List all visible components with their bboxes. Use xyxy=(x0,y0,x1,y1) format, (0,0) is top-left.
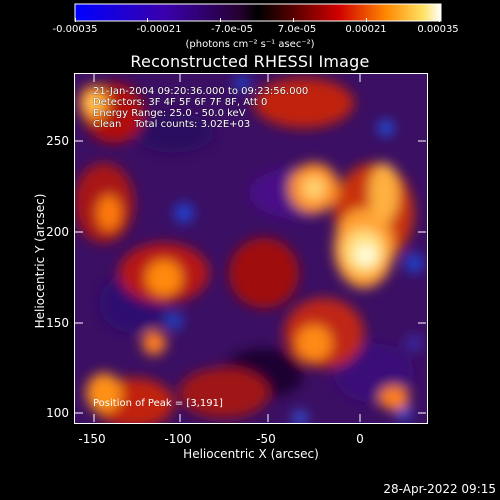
colorbar-tick-label: 7.0e-05 xyxy=(277,24,317,35)
x-tick-label: -100 xyxy=(164,432,192,446)
colorbar-tick-label: -0.00021 xyxy=(136,24,182,35)
plot-timestamp: 28-Apr-2022 09:15 xyxy=(383,482,496,496)
colorbar-units: (photons cm⁻² s⁻¹ asec⁻²) xyxy=(185,39,315,50)
image-title: Reconstructed RHESSI Image xyxy=(130,52,370,71)
x-tick-label: -50 xyxy=(256,432,276,446)
y-tick-label: 100 xyxy=(46,406,69,420)
info-energy-range: Energy Range: 25.0 - 50.0 keV xyxy=(93,108,246,119)
info-time-range: 21-Jan-2004 09:20:36.000 to 09:23:56.000 xyxy=(93,86,309,97)
x-axis-label: Heliocentric X (arcsec) xyxy=(183,447,319,461)
x-tick-label: -150 xyxy=(78,432,106,446)
x-tick-label: 0 xyxy=(356,432,364,446)
colorbar-tick xyxy=(220,18,221,22)
solar-image xyxy=(74,73,428,424)
y-axis-label: Heliocentric Y (arcsec) xyxy=(33,193,47,329)
colorbar-tick-label: -7.0e-05 xyxy=(211,24,253,35)
y-tick-label: 150 xyxy=(46,316,69,330)
colorbar-tick xyxy=(293,18,294,22)
peak-position: Position of Peak = [3,191] xyxy=(93,398,223,409)
y-tick-label: 250 xyxy=(46,134,69,148)
colorbar-tick xyxy=(75,18,76,22)
colorbar-tick xyxy=(439,18,440,22)
y-tick-label: 200 xyxy=(46,225,69,239)
colorbar-tick-label: -0.00035 xyxy=(52,24,98,35)
info-detectors: Detectors: 3F 4F 5F 6F 7F 8F, Att 0 xyxy=(93,97,268,108)
colorbar-tick-label: 0.00035 xyxy=(417,24,459,35)
observation-info: 21-Jan-2004 09:20:36.000 to 09:23:56.000… xyxy=(93,86,308,130)
info-counts: Clean Total counts: 3.02E+03 xyxy=(93,119,251,130)
colorbar-tick xyxy=(147,18,148,22)
colorbar xyxy=(74,3,442,22)
colorbar-tick-label: 0.00021 xyxy=(345,24,387,35)
colorbar-tick xyxy=(366,18,367,22)
